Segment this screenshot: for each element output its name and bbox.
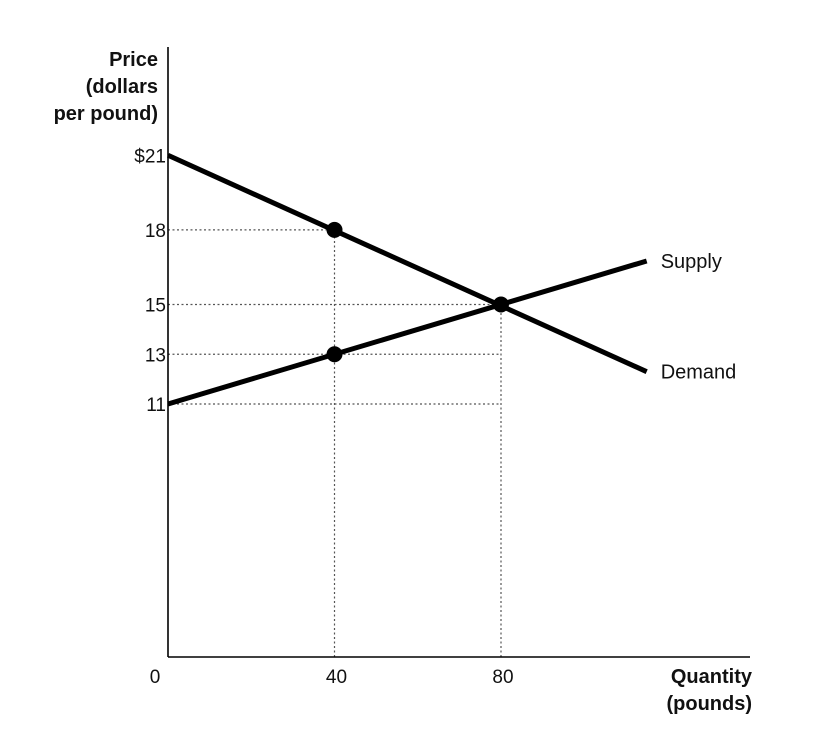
guide-lines: [168, 229, 502, 657]
y-tick-label: 15: [145, 296, 166, 317]
y-tick-label: 13: [145, 345, 166, 366]
series-lines: [166, 152, 648, 407]
series-line-supply: [167, 258, 648, 407]
series-label-demand: Demand: [661, 362, 737, 384]
point-marker: [326, 221, 343, 238]
point-marker: [493, 296, 509, 313]
axes: [167, 47, 750, 658]
y-axis-title-line: (dollars: [86, 76, 158, 98]
x-axis-title-line: (pounds): [666, 693, 752, 715]
x-axis-title-line: Quantity: [671, 666, 753, 688]
point-markers: [326, 221, 509, 363]
origin-label: 0: [150, 667, 161, 688]
x-tick-label: 40: [326, 667, 347, 688]
y-axis-title-line: Price: [109, 49, 158, 71]
y-tick-label: 18: [145, 221, 166, 242]
series-label-supply: Supply: [661, 251, 722, 273]
y-axis-title-line: per pound): [54, 103, 158, 125]
point-marker: [326, 346, 343, 363]
series-line-demand: [166, 152, 648, 374]
chart-labels: $21 18 15 13 11 40 80 0 Price (dollars per pound) Q…: [54, 49, 753, 715]
x-tick-label: 80: [492, 667, 513, 688]
y-tick-label: $21: [134, 146, 166, 167]
y-tick-label: 11: [146, 395, 166, 416]
